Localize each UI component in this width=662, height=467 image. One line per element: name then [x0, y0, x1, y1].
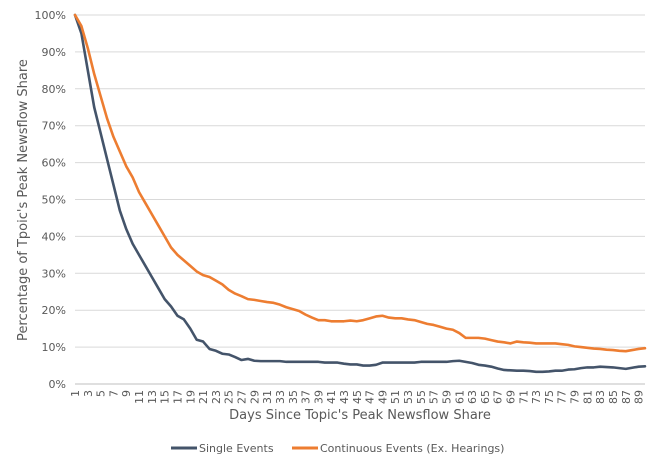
y-tick-label: 100%: [35, 9, 66, 22]
x-tick-label: 59: [440, 390, 453, 404]
x-tick-label: 1: [69, 390, 82, 397]
x-axis-title: Days Since Topic's Peak Newsflow Share: [229, 408, 491, 423]
x-tick-label: 11: [133, 390, 146, 404]
x-tick-label: 15: [159, 390, 172, 404]
x-tick-label: 79: [569, 390, 582, 404]
x-tick-label: 89: [633, 390, 646, 404]
y-tick-label: 40%: [42, 230, 66, 243]
x-tick-label: 47: [364, 390, 377, 404]
x-tick-label: 35: [287, 390, 300, 404]
x-axis-ticks: 1 3 5 7 9 11 13 15 17 19 21 23 25 27 29 31 33 35 37 39 41 43 4…: [69, 390, 646, 404]
x-tick-label: 19: [184, 390, 197, 404]
x-tick-label: 39: [312, 390, 325, 404]
x-tick-label: 3: [82, 390, 95, 397]
y-axis-title: Percentage of Tpoic's Peak Newsflow Shar…: [16, 59, 31, 341]
x-tick-label: 49: [376, 390, 389, 404]
x-tick-label: 31: [261, 390, 274, 404]
x-tick-label: 17: [171, 390, 184, 404]
x-tick-label: 81: [581, 390, 594, 404]
x-tick-label: 57: [428, 390, 441, 404]
y-tick-label: 0%: [49, 378, 66, 391]
x-tick-label: 21: [197, 390, 210, 404]
x-tick-label: 25: [223, 390, 236, 404]
x-tick-label: 85: [607, 390, 620, 404]
x-tick-label: 33: [274, 390, 287, 404]
y-tick-label: 20%: [42, 304, 66, 317]
x-tick-label: 75: [543, 390, 556, 404]
gridlines: [75, 14, 645, 385]
y-tick-label: 80%: [42, 83, 66, 96]
y-tick-label: 50%: [42, 194, 66, 207]
x-tick-label: 23: [210, 390, 223, 404]
series-line-continuous-events: [73, 13, 647, 353]
x-tick-label: 77: [556, 390, 569, 404]
legend-label: Single Events: [199, 442, 274, 455]
x-tick-label: 55: [415, 390, 428, 404]
y-tick-label: 90%: [42, 46, 66, 59]
x-tick-label: 43: [338, 390, 351, 404]
y-tick-label: 30%: [42, 267, 66, 280]
y-axis-ticks: 0% 10% 20% 30% 40% 50% 60% 70% 80% 90% 100%: [35, 9, 66, 391]
x-tick-label: 51: [389, 390, 402, 404]
x-tick-label: 65: [479, 390, 492, 404]
y-tick-label: 10%: [42, 341, 66, 354]
x-tick-label: 67: [492, 390, 505, 404]
x-tick-label: 7: [107, 390, 120, 397]
x-tick-label: 61: [453, 390, 466, 404]
x-tick-label: 45: [351, 390, 364, 404]
series-lines: [73, 13, 647, 374]
x-tick-label: 69: [505, 390, 518, 404]
x-tick-label: 63: [466, 390, 479, 404]
x-tick-label: 53: [402, 390, 415, 404]
x-tick-label: 29: [248, 390, 261, 404]
x-tick-label: 5: [95, 390, 108, 397]
x-tick-label: 9: [120, 390, 133, 397]
x-tick-label: 71: [517, 390, 530, 404]
x-tick-label: 87: [620, 390, 633, 404]
y-tick-label: 60%: [42, 157, 66, 170]
x-tick-label: 73: [530, 390, 543, 404]
x-tick-label: 41: [325, 390, 338, 404]
legend-label: Continuous Events (Ex. Hearings): [320, 442, 504, 455]
y-tick-label: 70%: [42, 120, 66, 133]
x-tick-label: 27: [236, 390, 249, 404]
x-tick-label: 83: [594, 390, 607, 404]
x-tick-label: 37: [300, 390, 313, 404]
x-tick-label: 13: [146, 390, 159, 404]
legend: Single Events Continuous Events (Ex. Hear…: [171, 442, 504, 455]
series-line-single-events: [73, 13, 647, 374]
